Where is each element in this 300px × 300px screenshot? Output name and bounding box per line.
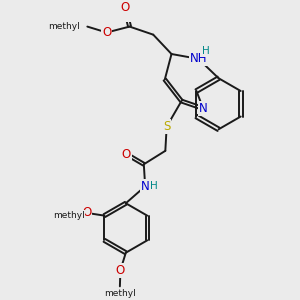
Text: methyl: methyl xyxy=(48,22,80,31)
Text: methyl: methyl xyxy=(53,211,85,220)
Text: methyl: methyl xyxy=(104,289,136,298)
Text: O: O xyxy=(82,206,92,219)
Text: H: H xyxy=(202,46,210,56)
Text: O: O xyxy=(102,26,111,39)
Text: S: S xyxy=(163,120,170,133)
Text: N: N xyxy=(141,180,149,193)
Text: O: O xyxy=(120,1,129,14)
Text: N: N xyxy=(199,102,208,115)
Text: H: H xyxy=(150,181,158,191)
Text: O: O xyxy=(122,148,131,160)
Text: NH: NH xyxy=(190,52,207,65)
Text: O: O xyxy=(116,264,125,277)
